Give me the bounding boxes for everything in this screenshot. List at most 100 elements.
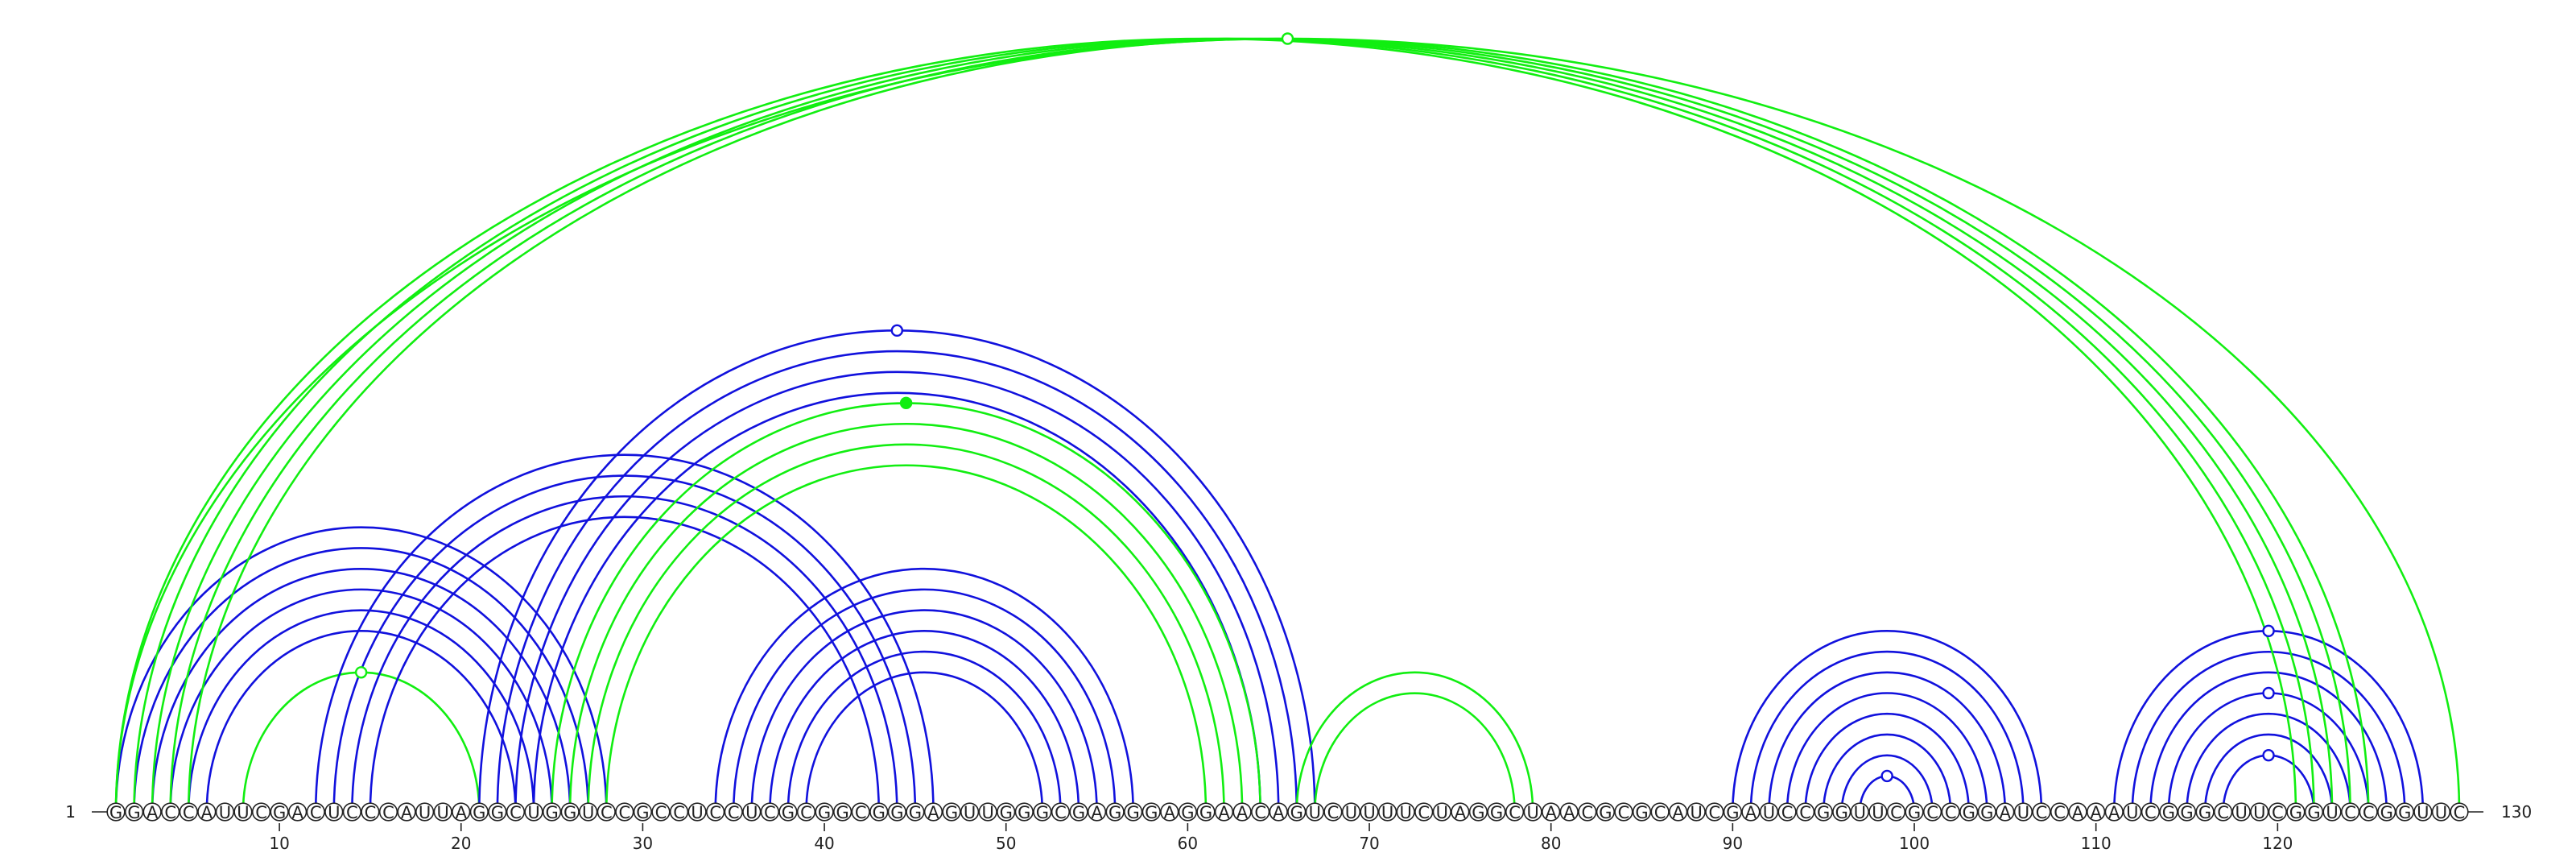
- sequence-end-label: 130: [2501, 802, 2532, 822]
- nucleotide: A: [452, 802, 471, 822]
- base-pair-arc: [169, 589, 553, 813]
- nucleotide-circle: [2177, 802, 2197, 822]
- nucleotide-letter: G: [782, 803, 795, 822]
- nucleotide: C: [706, 802, 725, 822]
- nucleotide: C: [342, 802, 361, 822]
- nucleotide-circle: [324, 802, 344, 822]
- nucleotide-circle: [124, 802, 144, 822]
- nucleotide-circle: [2231, 802, 2251, 822]
- base-pair-arc: [769, 630, 1080, 813]
- nucleotide: A: [1542, 802, 1561, 822]
- nucleotide-letter: U: [2126, 803, 2138, 822]
- nucleotide-letter: G: [1908, 803, 1921, 822]
- nucleotide-circle: [1360, 802, 1379, 822]
- nucleotide: U: [1360, 802, 1379, 822]
- base-pair-arc: [805, 671, 1044, 813]
- nucleotide: U: [1305, 802, 1324, 822]
- nucleotide-letter: A: [1091, 803, 1103, 822]
- nucleotide: C: [2341, 802, 2360, 822]
- nucleotide: A: [1214, 802, 1234, 822]
- nucleotide: G: [997, 802, 1016, 822]
- nucleotide-letter: C: [382, 803, 394, 822]
- nucleotide: U: [1523, 802, 1542, 822]
- nucleotide-circle: [2195, 802, 2215, 822]
- nucleotide-circle: [1977, 802, 1996, 822]
- axis-tick-label: 90: [1723, 834, 1743, 853]
- nucleotide-circle: [1378, 802, 1397, 822]
- nucleotide-circle: [760, 802, 779, 822]
- nucleotide-letter: A: [2108, 803, 2120, 822]
- nucleotide-circle: [179, 802, 198, 822]
- nucleotide-circle: [1596, 802, 1616, 822]
- nucleotide-letter: G: [1181, 803, 1194, 822]
- nucleotide-circle: [1559, 802, 1579, 822]
- nucleotide-circle: [1868, 802, 1888, 822]
- base-pair-arc: [187, 609, 535, 813]
- nucleotide-circle: [906, 802, 925, 822]
- nucleotide: C: [597, 802, 616, 822]
- nucleotide: C: [161, 802, 180, 822]
- hairpin-marker-right-2: [2262, 686, 2275, 700]
- base-pair-arc: [1295, 671, 1534, 813]
- nucleotide: U: [233, 802, 253, 822]
- nucleotide: C: [796, 802, 816, 822]
- nucleotide: A: [1269, 802, 1288, 822]
- nucleotide-letter: G: [1199, 803, 1212, 822]
- nucleotide-circle: [2268, 802, 2287, 822]
- nucleotide: G: [1196, 802, 1216, 822]
- nucleotide-letter: U: [2017, 803, 2029, 822]
- nucleotide-letter: G: [1036, 803, 1049, 822]
- nucleotide-letter: G: [1599, 803, 1612, 822]
- nucleotide-letter: U: [527, 803, 539, 822]
- nucleotide: A: [2087, 802, 2106, 822]
- base-pair-arc: [2149, 671, 2388, 813]
- nucleotide-letter: C: [2454, 803, 2466, 822]
- nucleotide-letter: G: [109, 803, 122, 822]
- nucleotide-letter: A: [1164, 803, 1176, 822]
- nucleotide: U: [1378, 802, 1397, 822]
- nucleotide-letter: G: [909, 803, 922, 822]
- nucleotide: A: [142, 802, 162, 822]
- nucleotide-circle: [724, 802, 743, 822]
- nucleotide-letter: A: [1745, 803, 1757, 822]
- base-pair-arc: [2112, 630, 2425, 813]
- nucleotide-letter: C: [855, 803, 867, 822]
- nucleotide-letter: C: [1654, 803, 1666, 822]
- nucleotide-circle: [288, 802, 308, 822]
- nucleotide-letter: A: [401, 803, 413, 822]
- base-pair-arc: [1822, 733, 1952, 813]
- nucleotide: G: [1723, 802, 1742, 822]
- nucleotide-circle: [1941, 802, 1960, 822]
- nucleotide-letter: G: [2398, 803, 2411, 822]
- base-pair-arc: [2131, 650, 2406, 813]
- nucleotide-circle: [1124, 802, 1143, 822]
- nucleotide-circle: [851, 802, 870, 822]
- nucleotide-letter: G: [1127, 803, 1140, 822]
- nucleotide: G: [560, 802, 580, 822]
- nucleotide-circle: [306, 802, 325, 822]
- nucleotide: C: [1941, 802, 1960, 822]
- nucleotide-circle: [2304, 802, 2324, 822]
- nucleotide: C: [1414, 802, 1434, 822]
- nucleotide: A: [2104, 802, 2124, 822]
- nucleotide: G: [1069, 802, 1088, 822]
- nucleotide: G: [906, 802, 925, 822]
- nucleotide-circle: [2013, 802, 2033, 822]
- nucleotide-circle: [106, 802, 126, 822]
- nucleotide: C: [179, 802, 198, 822]
- nucleotide-letter: C: [1327, 803, 1340, 822]
- nucleotide: C: [361, 802, 380, 822]
- nucleotide-circle: [2123, 802, 2142, 822]
- nucleotide-letter: G: [1635, 803, 1648, 822]
- nucleotide-circle: [1686, 802, 1706, 822]
- nucleotide-letter: G: [2380, 803, 2393, 822]
- nucleotide-letter: G: [945, 803, 958, 822]
- pseudoknot-marker-green: [899, 396, 913, 410]
- nucleotide-circle: [833, 802, 852, 822]
- nucleotide-circle: [2068, 802, 2087, 822]
- nucleotide-letter: G: [636, 803, 649, 822]
- nucleotide-letter: U: [1872, 803, 1884, 822]
- nucleotide-circle: [1542, 802, 1561, 822]
- nucleotide-letter: G: [1000, 803, 1013, 822]
- nucleotide: C: [851, 802, 870, 822]
